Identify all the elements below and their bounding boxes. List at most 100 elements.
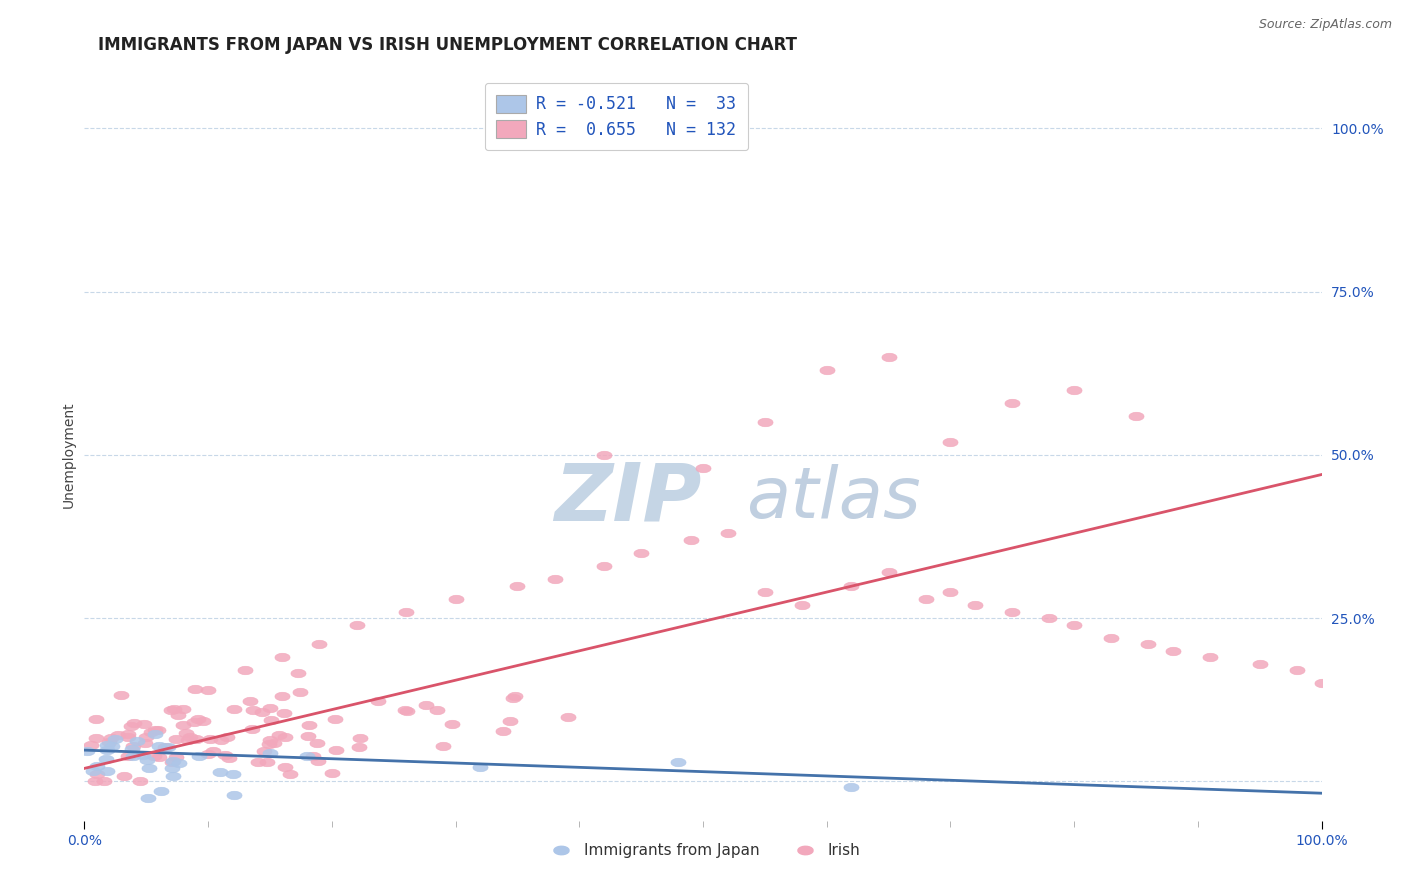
- Point: [132, 747, 155, 762]
- Point: [100, 731, 122, 745]
- Point: [165, 731, 187, 746]
- Point: [470, 760, 492, 774]
- Point: [96, 743, 118, 757]
- Point: [543, 572, 565, 586]
- Point: [841, 578, 863, 592]
- Point: [754, 415, 776, 429]
- Point: [148, 749, 170, 764]
- Point: [250, 706, 273, 720]
- Point: [297, 729, 319, 743]
- Point: [367, 694, 389, 708]
- Point: [179, 731, 201, 745]
- Point: [165, 750, 187, 764]
- Point: [86, 767, 108, 781]
- Point: [233, 664, 256, 678]
- Point: [440, 717, 463, 731]
- Point: [323, 712, 346, 726]
- Point: [86, 759, 108, 773]
- Point: [692, 461, 714, 475]
- Point: [125, 733, 148, 747]
- Point: [136, 753, 159, 767]
- Legend: Immigrants from Japan, Irish: Immigrants from Japan, Irish: [540, 837, 866, 864]
- Y-axis label: Unemployment: Unemployment: [62, 401, 76, 508]
- Point: [503, 689, 526, 703]
- Point: [224, 788, 246, 802]
- Point: [82, 764, 104, 779]
- Point: [260, 713, 283, 727]
- Point: [877, 566, 900, 580]
- Point: [76, 744, 98, 758]
- Point: [287, 665, 309, 680]
- Point: [94, 752, 117, 766]
- Point: [492, 724, 515, 739]
- Point: [395, 605, 418, 619]
- Point: [1161, 644, 1184, 658]
- Point: [271, 650, 294, 665]
- Point: [274, 730, 297, 744]
- Point: [84, 731, 107, 745]
- Point: [841, 780, 863, 795]
- Point: [162, 768, 184, 782]
- Point: [246, 755, 269, 769]
- Point: [815, 363, 838, 377]
- Point: [217, 730, 239, 744]
- Point: [307, 736, 329, 750]
- Point: [278, 767, 301, 781]
- Point: [432, 739, 454, 754]
- Point: [257, 737, 280, 751]
- Point: [349, 739, 371, 754]
- Point: [394, 703, 416, 717]
- Point: [129, 774, 152, 789]
- Point: [209, 765, 232, 780]
- Point: [717, 526, 740, 541]
- Point: [939, 434, 962, 449]
- Point: [877, 350, 900, 364]
- Point: [172, 718, 194, 732]
- Point: [186, 732, 208, 747]
- Point: [965, 598, 987, 612]
- Point: [253, 744, 276, 758]
- Point: [155, 740, 177, 755]
- Point: [259, 732, 281, 747]
- Point: [321, 765, 343, 780]
- Point: [117, 727, 139, 741]
- Point: [202, 744, 225, 758]
- Point: [160, 761, 183, 775]
- Point: [96, 764, 118, 778]
- Point: [630, 546, 652, 560]
- Point: [107, 729, 129, 743]
- Point: [84, 712, 107, 726]
- Point: [557, 709, 579, 723]
- Text: IMMIGRANTS FROM JAPAN VS IRISH UNEMPLOYMENT CORRELATION CHART: IMMIGRANTS FROM JAPAN VS IRISH UNEMPLOYM…: [98, 36, 797, 54]
- Point: [141, 725, 163, 739]
- Point: [122, 749, 145, 764]
- Point: [1001, 395, 1024, 409]
- Point: [346, 617, 368, 632]
- Point: [167, 708, 190, 723]
- Point: [214, 747, 236, 762]
- Point: [209, 732, 232, 747]
- Point: [1249, 657, 1271, 671]
- Point: [149, 784, 172, 798]
- Point: [93, 774, 115, 789]
- Point: [197, 747, 219, 761]
- Point: [162, 755, 184, 769]
- Point: [307, 755, 329, 769]
- Point: [117, 748, 139, 763]
- Point: [122, 715, 145, 730]
- Point: [395, 704, 418, 718]
- Point: [1038, 611, 1060, 625]
- Point: [197, 683, 219, 698]
- Point: [138, 761, 160, 775]
- Point: [914, 591, 936, 606]
- Point: [259, 701, 281, 715]
- Point: [256, 756, 278, 770]
- Point: [1285, 664, 1308, 678]
- Point: [183, 714, 205, 729]
- Point: [148, 739, 170, 754]
- Point: [134, 717, 156, 731]
- Point: [506, 578, 529, 592]
- Point: [593, 448, 616, 462]
- Point: [679, 533, 702, 547]
- Point: [239, 694, 262, 708]
